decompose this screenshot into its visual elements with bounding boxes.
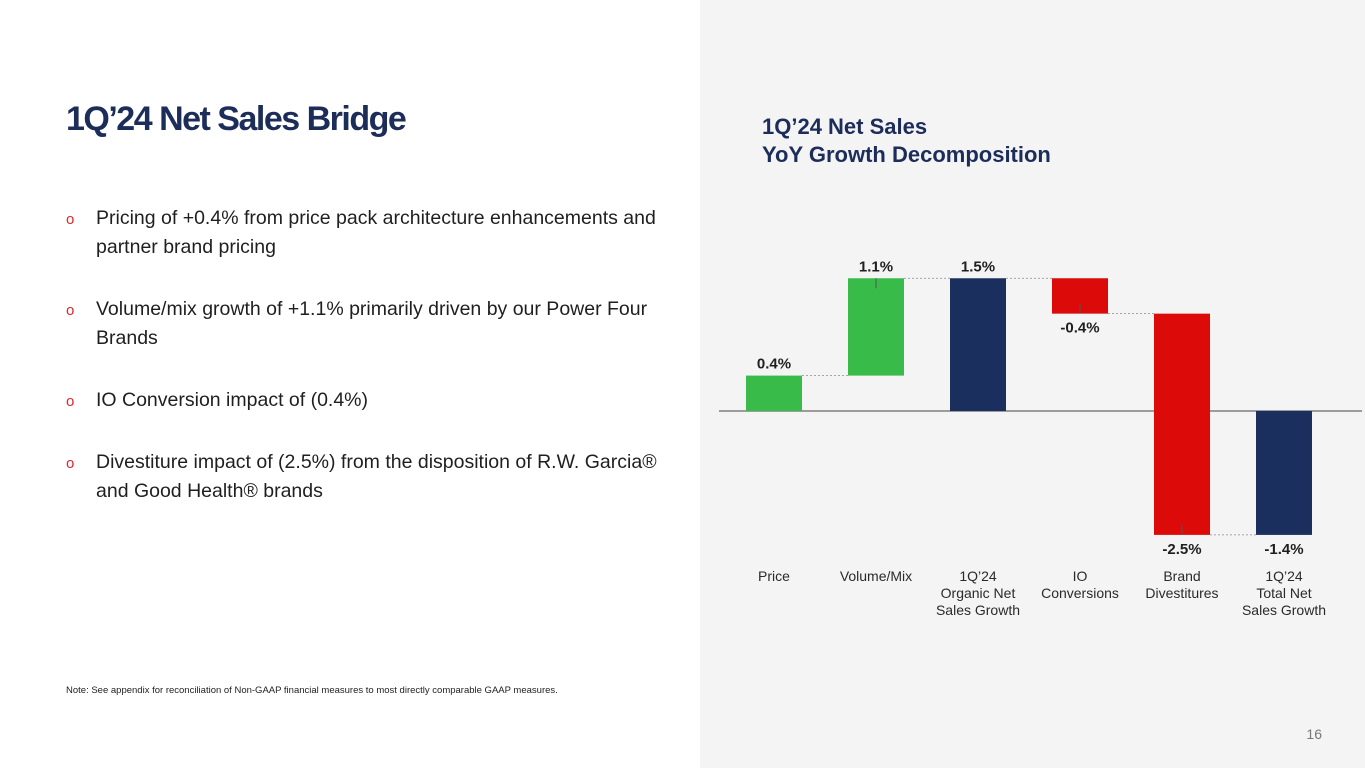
chart-title-line-1: 1Q’24 Net Sales xyxy=(762,114,928,139)
category-label: Brand xyxy=(1163,568,1200,584)
bar-value-label: -1.4% xyxy=(1264,541,1303,558)
bullet-text: Volume/mix growth of +1.1% primarily dri… xyxy=(96,298,648,349)
page-number: 16 xyxy=(1306,726,1322,742)
waterfall-chart: 0.4%Price1.1%Volume/Mix1.5%1Q’24Organic … xyxy=(719,258,1362,618)
bullet-volume-mix: o Volume/mix growth of +1.1% primarily d… xyxy=(66,295,676,353)
bar-total xyxy=(1256,411,1312,535)
bar-increase xyxy=(848,278,904,376)
bullet-io-conversion: o IO Conversion impact of (0.4%) xyxy=(66,386,676,415)
bar-value-label: -2.5% xyxy=(1162,541,1201,558)
category-label: Sales Growth xyxy=(1242,602,1326,618)
bullet-marker: o xyxy=(66,393,75,410)
bar-total xyxy=(950,278,1006,411)
right-panel-background xyxy=(700,0,1365,768)
bar-value-label: 1.1% xyxy=(859,258,893,275)
page-title: 1Q’24 Net Sales Bridge xyxy=(66,100,407,138)
bullet-text: Pricing of +0.4% from price pack archite… xyxy=(96,207,656,258)
category-label: Sales Growth xyxy=(936,602,1020,618)
category-label: Divestitures xyxy=(1145,585,1218,601)
bar-value-label: -0.4% xyxy=(1060,320,1099,337)
category-label: Volume/Mix xyxy=(840,568,912,584)
category-label: IO xyxy=(1073,568,1088,584)
bullet-marker: o xyxy=(66,455,75,472)
bullet-marker: o xyxy=(66,302,75,319)
category-label: 1Q’24 xyxy=(959,568,997,584)
bullet-pricing: o Pricing of +0.4% from price pack archi… xyxy=(66,204,676,262)
bullet-marker: o xyxy=(66,211,75,228)
chart-title: 1Q’24 Net Sales YoY Growth Decomposition xyxy=(762,113,1051,169)
bullet-text: IO Conversion impact of (0.4%) xyxy=(96,389,369,411)
bar-value-label: 1.5% xyxy=(961,258,995,275)
category-label: Total Net xyxy=(1256,585,1311,601)
category-label: Conversions xyxy=(1041,585,1119,601)
bullet-text: Divestiture impact of (2.5%) from the di… xyxy=(96,451,657,502)
bar-value-label: 0.4% xyxy=(757,356,791,373)
bar-decrease xyxy=(1154,313,1210,535)
category-label: 1Q’24 xyxy=(1265,568,1303,584)
category-label: Organic Net xyxy=(941,585,1016,601)
bullet-divestiture: o Divestiture impact of (2.5%) from the … xyxy=(66,448,676,506)
bar-increase xyxy=(746,375,802,411)
category-label: Price xyxy=(758,568,790,584)
bullet-list: o Pricing of +0.4% from price pack archi… xyxy=(66,204,676,539)
chart-title-line-2: YoY Growth Decomposition xyxy=(762,142,1051,167)
footnote: Note: See appendix for reconciliation of… xyxy=(66,685,558,696)
